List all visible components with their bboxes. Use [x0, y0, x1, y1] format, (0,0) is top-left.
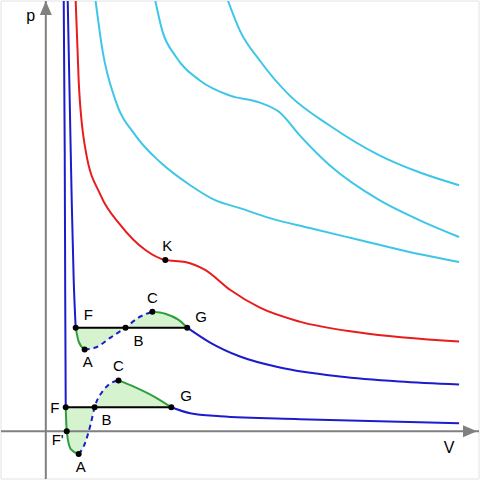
svg-text:B: B [102, 411, 112, 428]
svg-text:F: F [84, 306, 93, 323]
svg-text:A: A [83, 353, 93, 370]
svg-text:K: K [162, 237, 172, 254]
svg-text:G: G [195, 308, 207, 325]
svg-text:F: F [50, 399, 59, 416]
svg-text:B: B [133, 332, 143, 349]
svg-text:C: C [147, 289, 158, 306]
svg-text:V: V [444, 439, 455, 456]
svg-text:G: G [180, 387, 192, 404]
svg-text:A: A [76, 458, 86, 475]
svg-text:C: C [113, 357, 124, 374]
svg-text:p: p [26, 7, 35, 24]
svg-text:F': F' [52, 431, 64, 448]
